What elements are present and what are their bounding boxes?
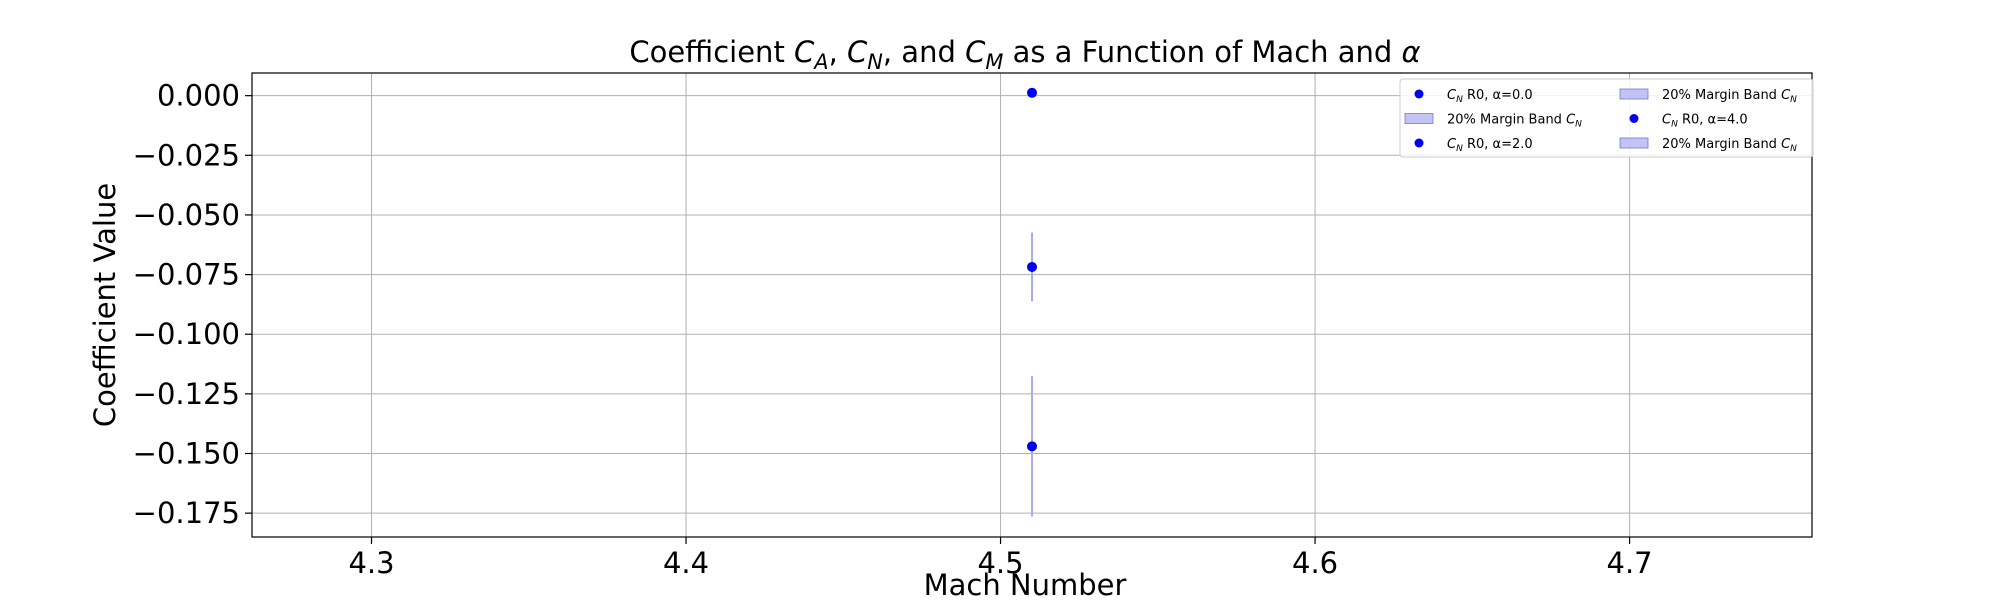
legend-band-swatch: [1619, 88, 1649, 100]
legend-item: 20% Margin Band CN: [1619, 137, 1797, 154]
y-tick-label: −0.075: [133, 258, 240, 292]
legend-marker: [1414, 89, 1424, 99]
legend: CN R0, α=0.0 20% Margin Band CN CN R0, α=2…: [1399, 78, 1814, 158]
legend-frame: [1399, 78, 1814, 158]
y-tick-label: −0.125: [133, 377, 240, 411]
x-tick-label: 4.3: [348, 546, 394, 580]
legend-marker: [1414, 138, 1424, 148]
legend-item: 20% Margin Band CN: [1619, 88, 1797, 105]
y-tick-label: 0.000: [157, 79, 240, 113]
x-tick-label: 4.5: [977, 546, 1023, 580]
data-point-2: [1027, 441, 1037, 452]
y-tick-label: −0.050: [133, 198, 240, 232]
legend-label: CN R0, α=2.0: [1447, 137, 1533, 154]
chart-title: Coefficient CA, CN, and CM as a Function…: [629, 35, 1420, 74]
data-point-0: [1027, 87, 1037, 98]
x-axis-label: Mach Number: [924, 568, 1127, 600]
legend-label: 20% Margin Band CN: [1662, 137, 1797, 154]
legend-label: CN R0, α=4.0: [1662, 113, 1748, 130]
x-tick-label: 4.6: [1292, 546, 1338, 580]
legend-item: CN R0, α=4.0: [1629, 113, 1748, 130]
y-tick-label: −0.175: [133, 496, 240, 530]
legend-label: 20% Margin Band CN: [1447, 113, 1582, 130]
y-tick-label: −0.025: [133, 138, 240, 172]
x-tick-label: 4.4: [663, 546, 709, 580]
legend-item: 20% Margin Band CN: [1404, 113, 1582, 130]
y-tick-label: −0.150: [133, 437, 240, 471]
legend-band-swatch: [1404, 113, 1434, 124]
legend-item: CN R0, α=2.0: [1414, 137, 1533, 154]
legend-marker: [1629, 114, 1639, 123]
legend-band-swatch: [1619, 137, 1649, 149]
legend-label: CN R0, α=0.0: [1447, 88, 1533, 105]
y-axis-ticks: 0.000 −0.025 −0.050 −0.075 −0.100 −0.125 −0.15…: [133, 79, 252, 530]
x-axis-ticks: 4.3 4.4 4.5 4.6 4.7: [348, 537, 1653, 580]
legend-item: CN R0, α=0.0: [1414, 88, 1533, 105]
y-axis-label: Coefficient Value: [88, 183, 122, 427]
y-tick-label: −0.100: [133, 317, 240, 351]
plot-frame: [251, 72, 1813, 538]
data-points: [1027, 87, 1037, 452]
legend-label: 20% Margin Band CN: [1662, 88, 1797, 105]
data-point-1: [1027, 261, 1037, 272]
x-tick-label: 4.7: [1607, 546, 1653, 580]
